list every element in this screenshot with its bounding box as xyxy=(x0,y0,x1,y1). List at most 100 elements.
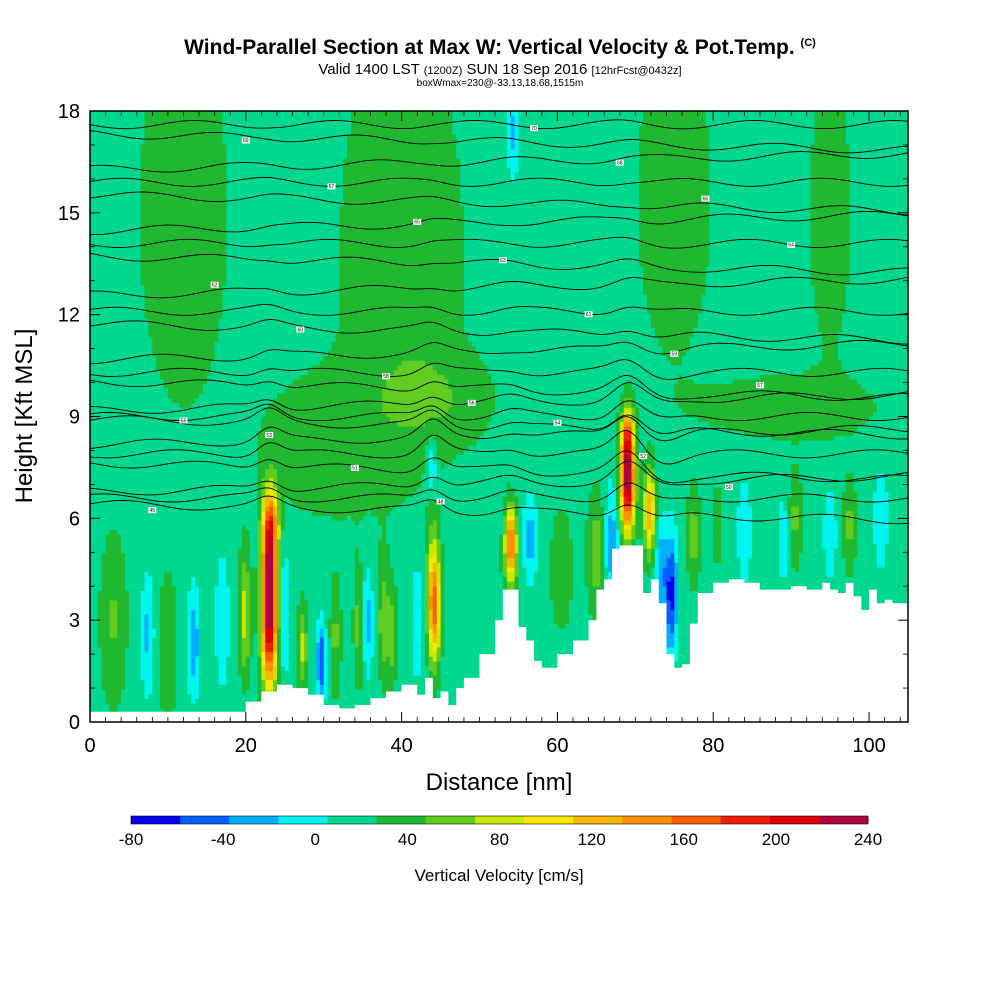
w-cell xyxy=(199,585,216,591)
w-cell xyxy=(261,679,266,685)
w-cell xyxy=(101,585,126,591)
w-cell xyxy=(195,613,200,620)
w-cell xyxy=(635,477,640,483)
w-cell xyxy=(358,642,364,648)
w-cell xyxy=(90,684,103,690)
w-cell xyxy=(463,289,644,295)
w-cell xyxy=(506,585,516,591)
w-cell xyxy=(463,308,648,314)
w-cell xyxy=(810,214,851,220)
w-cell xyxy=(592,538,601,544)
w-cell xyxy=(584,576,594,582)
w-cell xyxy=(841,543,858,549)
w-cell xyxy=(226,581,239,587)
w-cell xyxy=(631,435,636,441)
w-cell xyxy=(261,651,266,657)
w-cell xyxy=(308,632,317,638)
isentrope-line xyxy=(90,236,908,249)
w-cell xyxy=(413,590,422,596)
w-cell xyxy=(499,538,504,544)
w-cell xyxy=(647,515,652,521)
w-cell xyxy=(666,585,675,591)
w-cell xyxy=(171,707,262,714)
w-cell xyxy=(378,515,387,521)
w-cell xyxy=(230,637,239,643)
w-cell xyxy=(144,585,153,591)
w-cell xyxy=(350,129,453,136)
w-cell xyxy=(327,642,333,648)
w-cell xyxy=(273,487,278,493)
w-cell xyxy=(144,637,150,643)
w-cell xyxy=(261,566,266,573)
w-cell xyxy=(378,538,387,544)
w-cell xyxy=(857,496,874,502)
w-cell xyxy=(257,557,262,563)
w-cell xyxy=(265,524,270,530)
w-cell xyxy=(841,360,908,366)
colorbar-tick-label: 160 xyxy=(670,830,698,849)
w-cell xyxy=(362,585,372,591)
w-cell xyxy=(853,472,878,479)
w-cell xyxy=(261,609,266,615)
w-cell xyxy=(125,562,220,568)
w-cell xyxy=(752,505,781,512)
w-cell xyxy=(709,134,816,140)
w-cell xyxy=(424,543,430,549)
w-cell xyxy=(90,646,103,653)
w-cell xyxy=(432,458,442,465)
w-cell xyxy=(393,576,414,582)
w-cell xyxy=(518,604,555,610)
w-cell xyxy=(639,444,648,450)
w-cell xyxy=(833,505,843,512)
w-cell xyxy=(884,472,908,479)
w-cell xyxy=(709,242,812,248)
w-cell xyxy=(826,501,835,507)
w-cell xyxy=(90,656,103,662)
w-cell xyxy=(440,595,446,601)
w-cell xyxy=(573,566,586,573)
w-cell xyxy=(284,388,383,394)
w-cell xyxy=(315,665,321,671)
w-cell xyxy=(752,543,781,549)
w-cell xyxy=(639,440,648,446)
w-cell xyxy=(463,261,640,267)
w-cell xyxy=(160,646,177,653)
isentrope-line xyxy=(90,340,908,365)
w-cell xyxy=(619,534,625,540)
y-tick-label: 6 xyxy=(69,508,80,530)
w-cell xyxy=(635,397,675,403)
w-cell xyxy=(90,336,153,342)
w-cell xyxy=(662,566,675,573)
w-cell xyxy=(304,623,309,629)
w-cell xyxy=(721,557,742,563)
w-cell xyxy=(339,233,465,239)
w-cell xyxy=(592,562,601,568)
w-cell xyxy=(428,435,434,441)
w-cell xyxy=(315,646,321,653)
w-cell xyxy=(354,585,364,591)
w-cell xyxy=(502,524,508,530)
w-cell xyxy=(654,482,660,488)
w-cell xyxy=(249,684,259,690)
w-cell xyxy=(647,477,652,483)
w-cell xyxy=(697,543,703,549)
w-cell xyxy=(674,543,679,549)
w-cell xyxy=(600,576,605,582)
w-cell xyxy=(810,186,851,192)
w-cell xyxy=(685,515,691,521)
w-cell xyxy=(853,430,908,436)
w-cell xyxy=(393,571,414,577)
w-cell xyxy=(615,454,621,460)
w-cell xyxy=(389,599,399,606)
w-cell xyxy=(444,609,508,615)
w-cell xyxy=(140,637,146,643)
w-cell xyxy=(280,595,290,601)
w-cell xyxy=(841,505,858,512)
w-cell xyxy=(713,538,722,544)
w-cell xyxy=(152,670,161,676)
w-cell xyxy=(569,609,590,615)
w-cell xyxy=(759,374,851,380)
w-cell xyxy=(245,562,251,568)
w-cell xyxy=(639,472,644,479)
